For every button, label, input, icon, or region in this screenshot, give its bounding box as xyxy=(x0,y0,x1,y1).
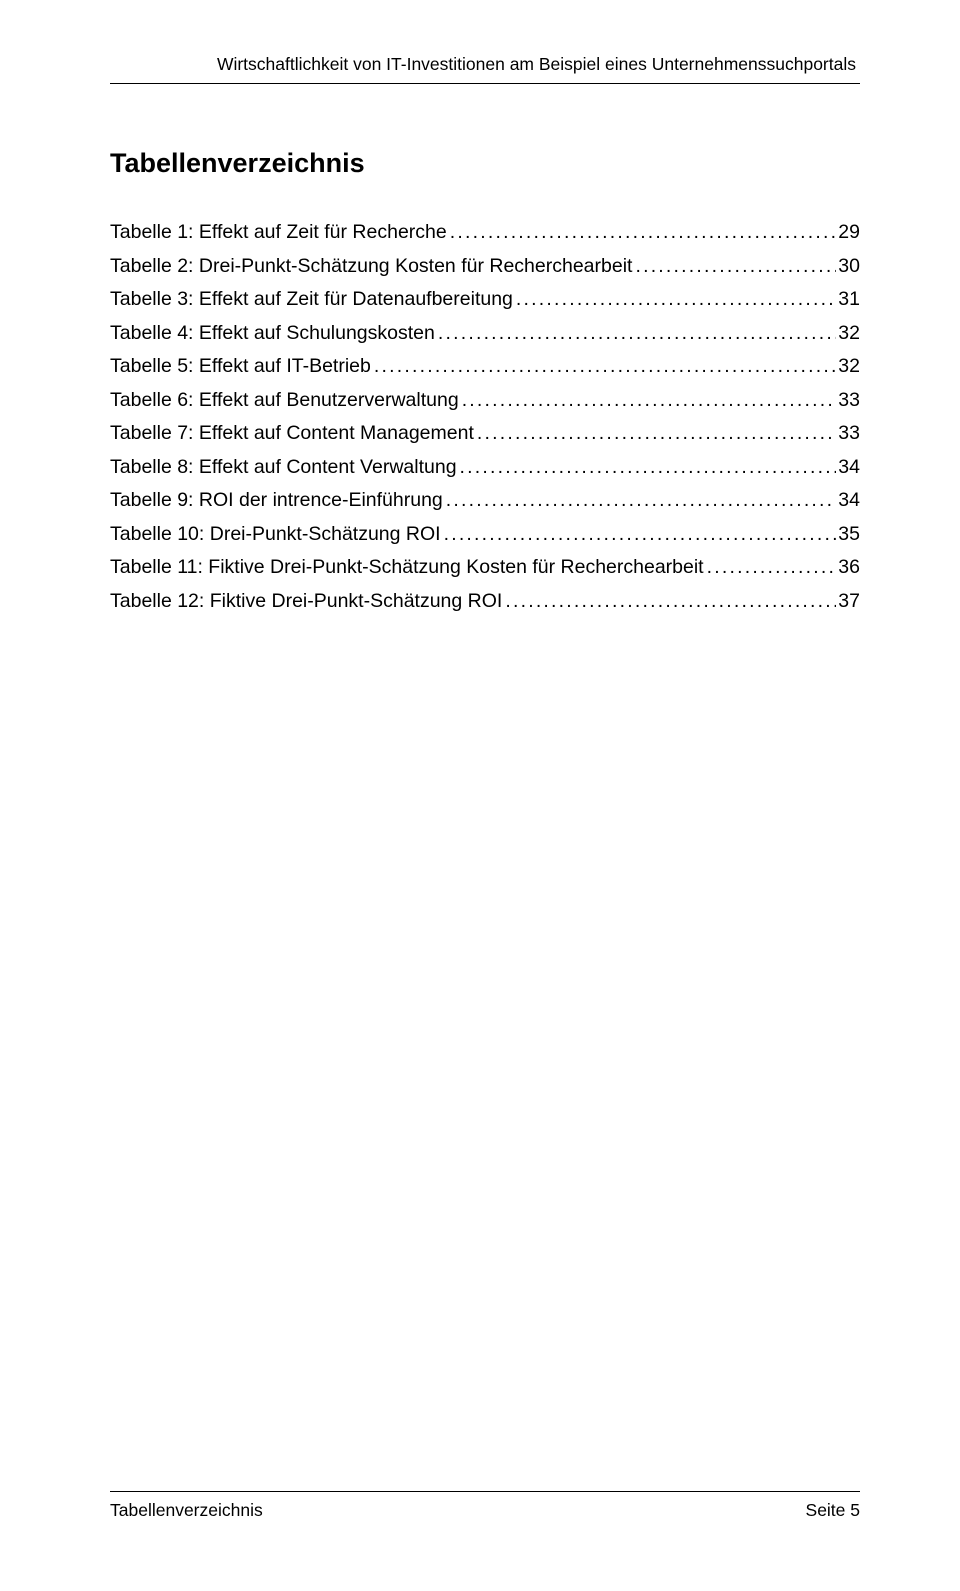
toc-page-number: 34 xyxy=(836,491,860,511)
running-title: Wirtschaftlichkeit von IT-Investitionen … xyxy=(110,54,860,81)
toc-leader-dots xyxy=(632,257,836,277)
toc-leader-dots xyxy=(371,357,836,377)
toc-entry: Tabelle 5: Effekt auf IT-Betrieb 32 xyxy=(110,357,860,377)
toc-page-number: 30 xyxy=(836,257,860,277)
toc-label: Tabelle 9: ROI der intrence-Einführung xyxy=(110,491,443,511)
footer-page-number: Seite 5 xyxy=(806,1500,860,1521)
toc-leader-dots xyxy=(513,290,836,310)
toc-label: Tabelle 4: Effekt auf Schulungskosten xyxy=(110,324,435,344)
footer-row: Tabellenverzeichnis Seite 5 xyxy=(110,1500,860,1521)
toc-entry: Tabelle 1: Effekt auf Zeit für Recherche… xyxy=(110,223,860,243)
toc-label: Tabelle 10: Drei-Punkt-Schätzung ROI xyxy=(110,525,441,545)
footer-section-label: Tabellenverzeichnis xyxy=(110,1500,263,1521)
toc-page-number: 32 xyxy=(836,324,860,344)
toc-label: Tabelle 2: Drei-Punkt-Schätzung Kosten f… xyxy=(110,257,632,277)
page-footer: Tabellenverzeichnis Seite 5 xyxy=(110,1491,860,1521)
page-header: Wirtschaftlichkeit von IT-Investitionen … xyxy=(110,54,860,84)
toc-leader-dots xyxy=(459,391,837,411)
toc-leader-dots xyxy=(474,424,836,444)
toc-label: Tabelle 11: Fiktive Drei-Punkt-Schätzung… xyxy=(110,558,704,578)
toc-label: Tabelle 1: Effekt auf Zeit für Recherche xyxy=(110,223,447,243)
toc-page-number: 32 xyxy=(836,357,860,377)
toc-leader-dots xyxy=(447,223,837,243)
toc-leader-dots xyxy=(502,592,836,612)
toc-page-number: 34 xyxy=(836,458,860,478)
toc-leader-dots xyxy=(457,458,837,478)
toc-leader-dots xyxy=(435,324,836,344)
toc-page-number: 33 xyxy=(836,391,860,411)
toc-page-number: 35 xyxy=(836,525,860,545)
toc-label: Tabelle 12: Fiktive Drei-Punkt-Schätzung… xyxy=(110,592,502,612)
toc-entry: Tabelle 2: Drei-Punkt-Schätzung Kosten f… xyxy=(110,257,860,277)
toc-page-number: 29 xyxy=(836,223,860,243)
header-rule xyxy=(110,83,860,84)
toc-leader-dots xyxy=(704,558,837,578)
toc-page-number: 31 xyxy=(836,290,860,310)
toc-label: Tabelle 3: Effekt auf Zeit für Datenaufb… xyxy=(110,290,513,310)
toc-page-number: 33 xyxy=(836,424,860,444)
table-of-tables: Tabelle 1: Effekt auf Zeit für Recherche… xyxy=(110,223,860,625)
footer-rule xyxy=(110,1491,860,1492)
toc-label: Tabelle 8: Effekt auf Content Verwaltung xyxy=(110,458,457,478)
toc-entry: Tabelle 10: Drei-Punkt-Schätzung ROI 35 xyxy=(110,525,860,545)
toc-entry: Tabelle 9: ROI der intrence-Einführung 3… xyxy=(110,491,860,511)
toc-page-number: 37 xyxy=(836,592,860,612)
toc-leader-dots xyxy=(441,525,837,545)
toc-label: Tabelle 6: Effekt auf Benutzerverwaltung xyxy=(110,391,459,411)
toc-entry: Tabelle 11: Fiktive Drei-Punkt-Schätzung… xyxy=(110,558,860,578)
page: Wirtschaftlichkeit von IT-Investitionen … xyxy=(0,0,960,1591)
toc-entry: Tabelle 4: Effekt auf Schulungskosten 32 xyxy=(110,324,860,344)
toc-entry: Tabelle 8: Effekt auf Content Verwaltung… xyxy=(110,458,860,478)
toc-label: Tabelle 7: Effekt auf Content Management xyxy=(110,424,474,444)
toc-entry: Tabelle 3: Effekt auf Zeit für Datenaufb… xyxy=(110,290,860,310)
toc-label: Tabelle 5: Effekt auf IT-Betrieb xyxy=(110,357,371,377)
toc-entry: Tabelle 7: Effekt auf Content Management… xyxy=(110,424,860,444)
page-title: Tabellenverzeichnis xyxy=(110,148,860,179)
toc-page-number: 36 xyxy=(836,558,860,578)
toc-leader-dots xyxy=(443,491,837,511)
toc-entry: Tabelle 6: Effekt auf Benutzerverwaltung… xyxy=(110,391,860,411)
toc-entry: Tabelle 12: Fiktive Drei-Punkt-Schätzung… xyxy=(110,592,860,612)
